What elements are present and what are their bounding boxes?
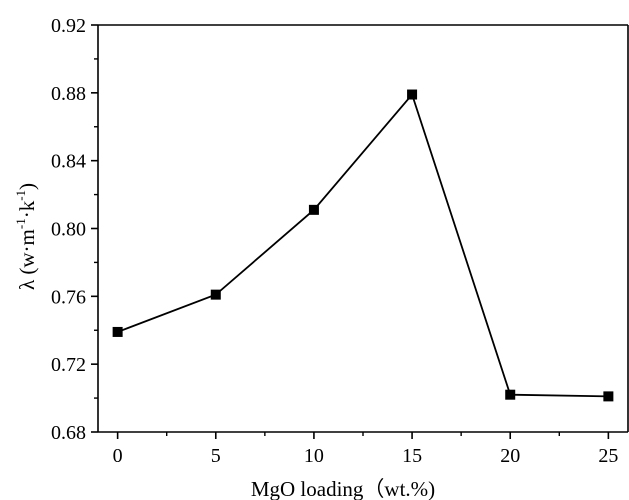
y-tick-label: 0.84 [51,151,86,173]
x-tick-label: 10 [304,445,324,467]
y-axis-title-prefix: λ (w·m [15,229,39,290]
y-axis-title-sup1: -1 [13,218,28,229]
y-tick-label: 0.88 [51,83,86,105]
data-point [210,289,221,300]
data-point [407,89,418,100]
data-point [603,391,614,402]
data-point [308,204,319,215]
plot-frame [97,24,629,433]
x-axis-title: MgO loading（wt.%) [251,477,435,500]
y-tick-label: 0.80 [51,219,86,241]
y-tick-label: 0.76 [51,286,86,308]
x-tick-label: 0 [113,445,123,467]
y-tick-label: 0.72 [51,354,86,376]
x-tick-label: 25 [598,445,618,467]
y-tick-label: 0.92 [51,15,86,37]
tick-labels: 0.68 0.72 0.76 0.80 0.84 0.88 0.92 0 5 10 15 20 25 [51,15,618,467]
y-axis-title-suffix: ) [15,183,39,190]
ticks [91,24,610,439]
y-axis-title-middle: ·k [15,200,39,218]
y-axis-title-sup2: -1 [13,190,28,201]
x-tick-label: 5 [211,445,221,467]
data-point [112,326,123,337]
x-tick-label: 20 [500,445,520,467]
series [112,89,614,402]
y-tick-label: 0.68 [51,422,86,444]
series-line [117,92,609,398]
y-axis-title: λ (w·m-1·k-1) [13,183,39,290]
data-point [505,389,516,400]
x-tick-label: 15 [402,445,422,467]
